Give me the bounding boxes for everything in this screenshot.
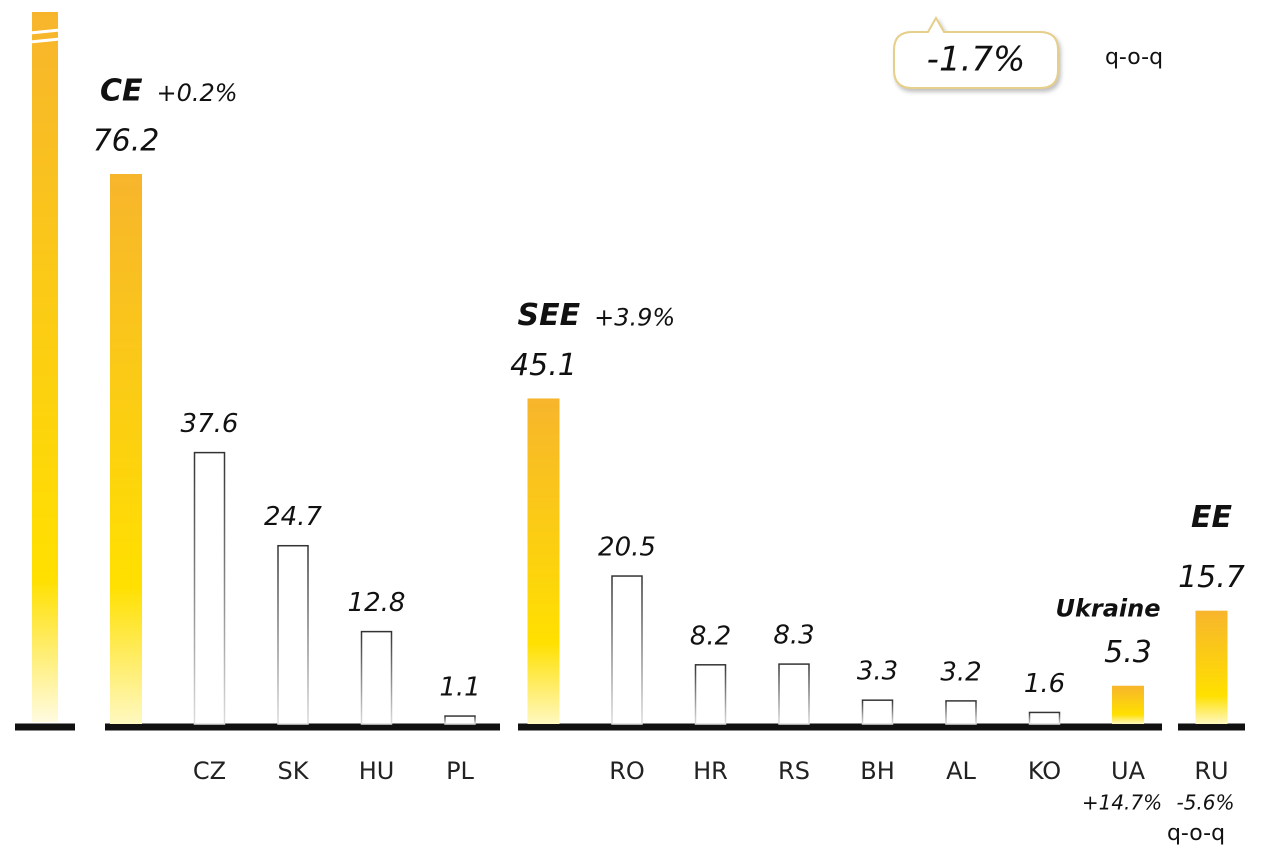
value-label: 1.6 — [1024, 669, 1065, 699]
footnote: q-o-q — [1167, 821, 1225, 846]
bar — [527, 398, 560, 724]
x-tick-label: SK — [278, 757, 310, 785]
group-name: CE — [100, 74, 143, 109]
bar — [778, 663, 810, 725]
total-change: -1.7% — [927, 40, 1026, 80]
x-tick-label: RO — [609, 757, 645, 785]
group-name: SEE — [518, 298, 581, 333]
group-change: +3.9% — [594, 303, 675, 331]
x-tick-label: UA — [1111, 757, 1146, 785]
bar — [360, 630, 393, 725]
value-label: 3.2 — [940, 657, 981, 687]
x-tick-label: RS — [778, 757, 810, 785]
bar — [1112, 685, 1144, 724]
value-label: 37.6 — [181, 409, 239, 439]
value-label: 15.7 — [1178, 560, 1245, 595]
break-mark — [29, 37, 61, 44]
bar — [694, 664, 727, 725]
callout: -1.7% — [893, 15, 1059, 89]
bar — [1028, 711, 1061, 725]
x-tick-label: BH — [860, 757, 895, 785]
group-name: Ukraine — [1055, 595, 1160, 623]
x-tick-label: RU — [1194, 757, 1228, 785]
x-tick-label: CZ — [193, 757, 226, 785]
bar — [861, 699, 894, 725]
bar — [110, 174, 142, 724]
value-label: 20.5 — [598, 533, 656, 563]
x-tick-label: HR — [693, 757, 728, 785]
group-name: EE — [1191, 500, 1232, 535]
bar — [1195, 610, 1228, 724]
group-change: -5.6% — [1176, 791, 1234, 815]
value-label: 8.2 — [690, 621, 731, 651]
bar — [193, 451, 226, 725]
bar — [611, 575, 643, 725]
break-mark — [29, 28, 61, 35]
value-label: 24.7 — [264, 502, 322, 532]
value-label: 3.3 — [857, 657, 898, 687]
x-tick-label: AL — [946, 757, 976, 785]
x-tick-label: PL — [446, 757, 474, 785]
group-change: +0.2% — [157, 79, 238, 107]
value-label: 12.8 — [348, 588, 406, 618]
bar — [945, 700, 977, 725]
value-label: 76.2 — [93, 124, 160, 159]
bar — [444, 715, 476, 725]
value-label: 45.1 — [510, 348, 577, 383]
value-label: 1.1 — [439, 673, 480, 703]
value-label: 5.3 — [1104, 635, 1152, 670]
total-change-unit: q-o-q — [1105, 45, 1163, 70]
x-tick-label: HU — [359, 757, 395, 785]
bar — [277, 544, 309, 725]
x-tick-label: KO — [1028, 757, 1061, 785]
value-label: 8.3 — [773, 621, 814, 651]
total-bar — [32, 12, 58, 722]
group-change: +14.7% — [1082, 791, 1162, 815]
